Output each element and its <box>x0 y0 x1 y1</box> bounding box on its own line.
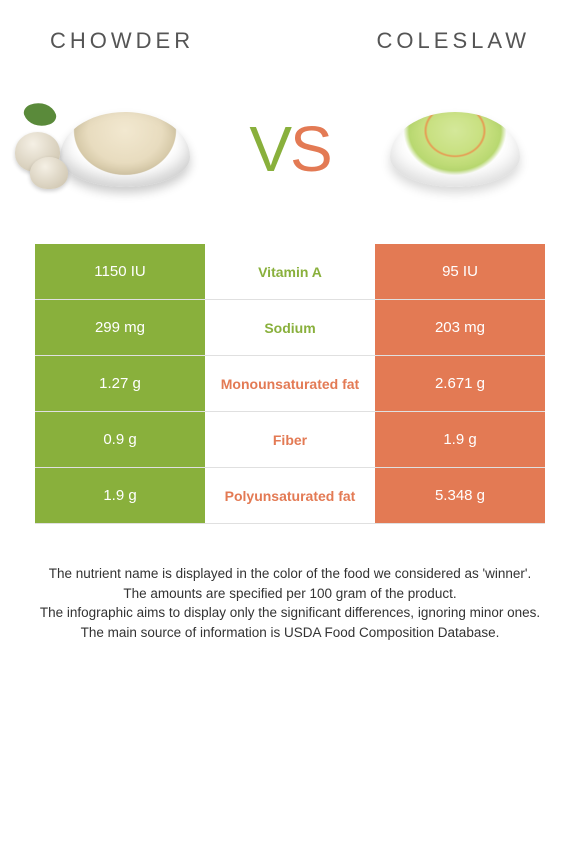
coleslaw-bowl-icon <box>390 112 520 187</box>
nutrient-label: Vitamin A <box>205 244 375 299</box>
chowder-image <box>40 84 210 214</box>
images-row: VS <box>0 64 580 244</box>
table-row: 1.27 gMonounsaturated fat2.671 g <box>35 356 545 412</box>
table-row: 1150 IUVitamin A95 IU <box>35 244 545 300</box>
value-left: 1.9 g <box>35 468 205 523</box>
nutrient-label: Polyunsaturated fat <box>205 468 375 523</box>
vs-s: S <box>290 113 331 185</box>
footnotes: The nutrient name is displayed in the co… <box>0 524 580 642</box>
value-right: 5.348 g <box>375 468 545 523</box>
chowder-bowl-icon <box>60 112 190 187</box>
value-right: 1.9 g <box>375 412 545 467</box>
value-left: 1150 IU <box>35 244 205 299</box>
vs-label: VS <box>249 112 330 186</box>
vs-v: V <box>249 113 290 185</box>
coleslaw-image <box>370 84 540 214</box>
value-right: 2.671 g <box>375 356 545 411</box>
parsley-icon <box>22 97 59 131</box>
title-left: CHOWDER <box>50 28 194 54</box>
table-row: 299 mgSodium203 mg <box>35 300 545 356</box>
footnote-line: The amounts are specified per 100 gram o… <box>30 584 550 604</box>
footnote-line: The nutrient name is displayed in the co… <box>30 564 550 584</box>
value-left: 0.9 g <box>35 412 205 467</box>
footnote-line: The main source of information is USDA F… <box>30 623 550 643</box>
table-row: 1.9 gPolyunsaturated fat5.348 g <box>35 468 545 524</box>
value-right: 203 mg <box>375 300 545 355</box>
value-left: 1.27 g <box>35 356 205 411</box>
nutrient-label: Sodium <box>205 300 375 355</box>
footnote-line: The infographic aims to display only the… <box>30 603 550 623</box>
nutrient-label: Monounsaturated fat <box>205 356 375 411</box>
table-row: 0.9 gFiber1.9 g <box>35 412 545 468</box>
title-right: COLESLAW <box>377 28 530 54</box>
header: CHOWDER COLESLAW <box>0 0 580 64</box>
nutrient-table: 1150 IUVitamin A95 IU299 mgSodium203 mg1… <box>0 244 580 524</box>
nutrient-label: Fiber <box>205 412 375 467</box>
value-right: 95 IU <box>375 244 545 299</box>
value-left: 299 mg <box>35 300 205 355</box>
clam-icon <box>30 157 68 189</box>
